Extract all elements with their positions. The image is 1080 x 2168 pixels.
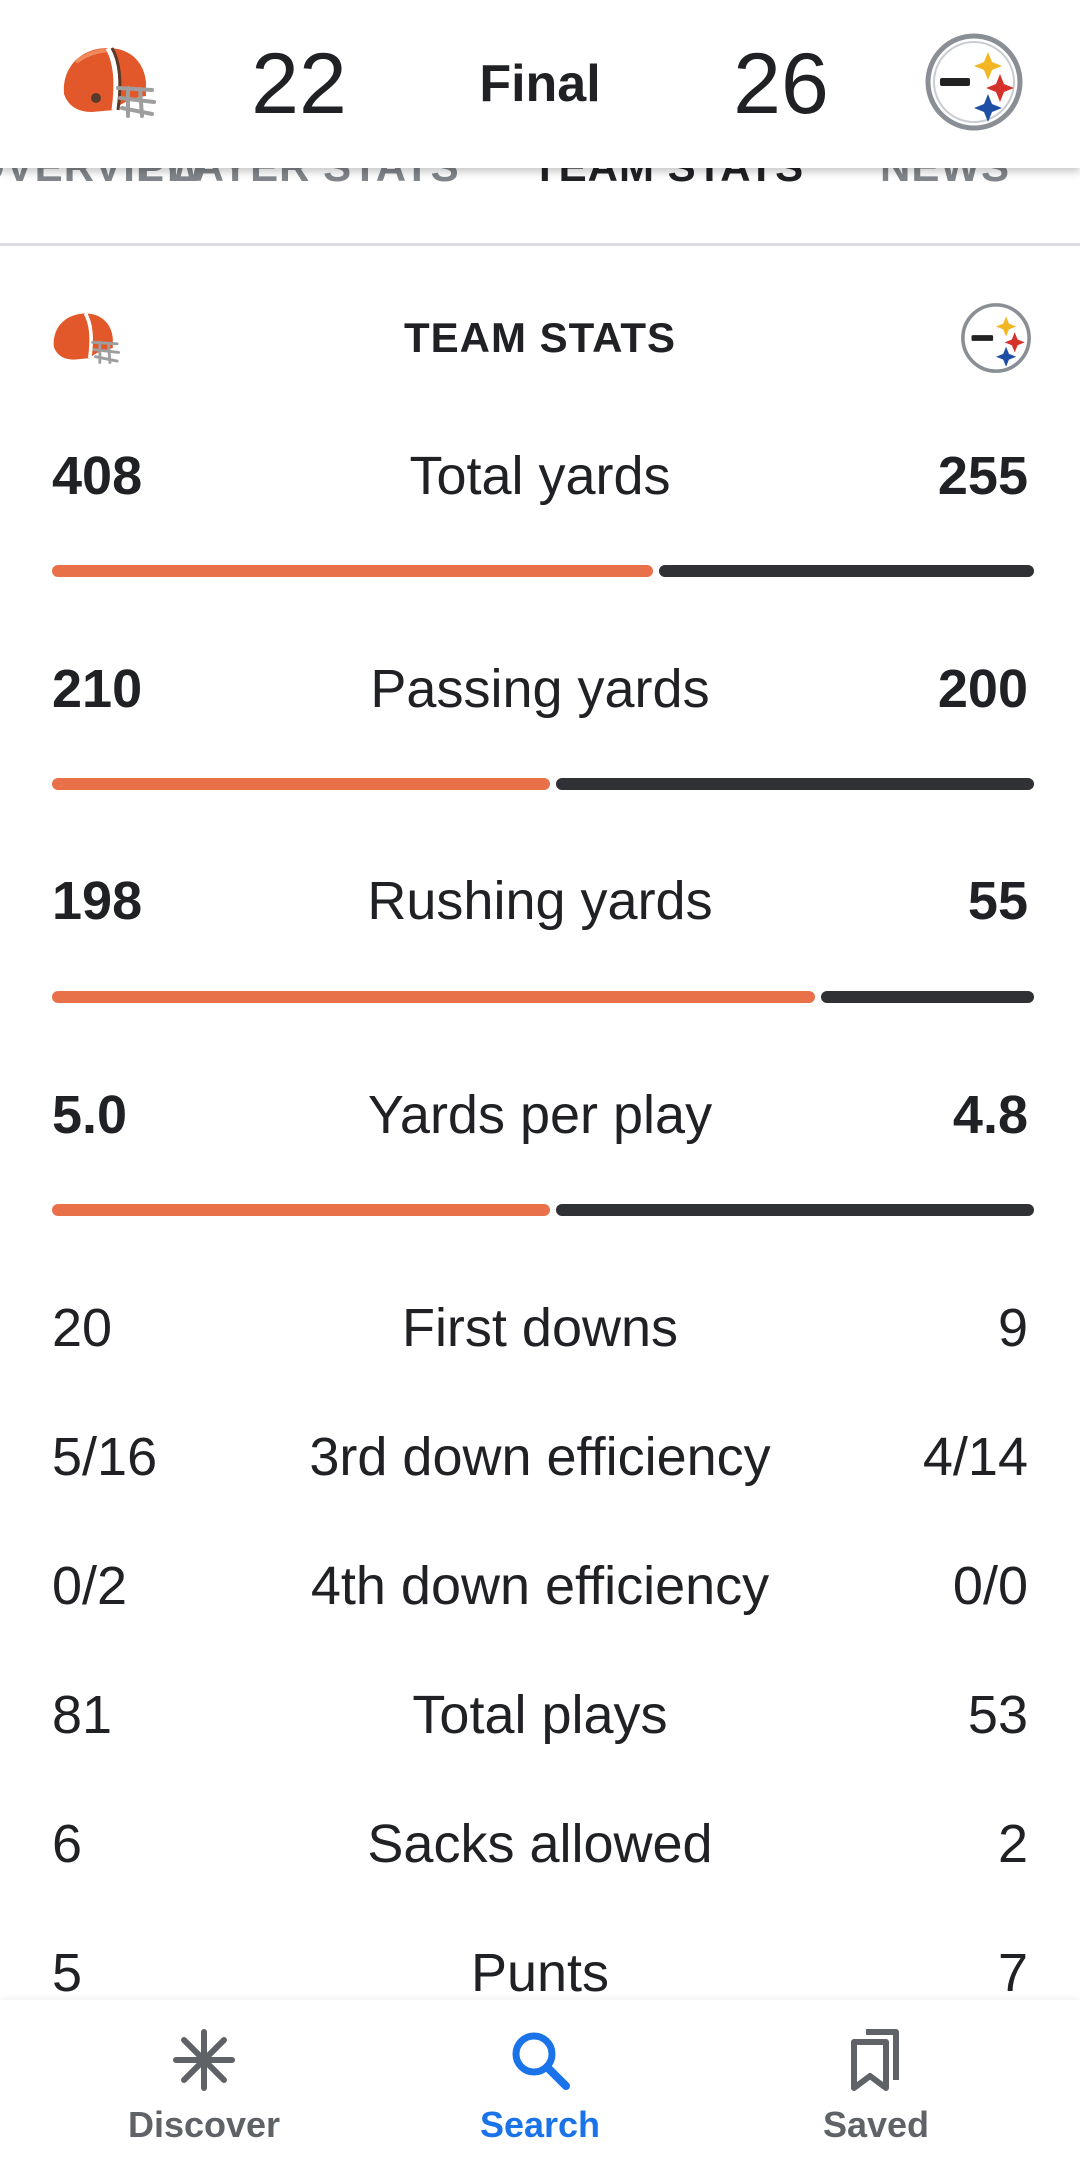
stat-row-yards-per-play: 5.0 Yards per play 4.8 <box>0 1080 1080 1150</box>
away-stat-value: 7 <box>997 1943 1028 2003</box>
stat-row-total-plays: 81 Total plays 53 <box>0 1680 1080 1750</box>
away-stat-value: 4.8 <box>952 1085 1028 1145</box>
nav-discover[interactable]: Discover <box>54 2000 354 2168</box>
stat-row-3rd-down-efficiency: 5/16 3rd down efficiency 4/14 <box>0 1422 1080 1492</box>
home-stat-value: 5.0 <box>52 1085 128 1145</box>
home-score: 22 <box>251 36 347 132</box>
nav-saved[interactable]: Saved <box>726 2000 1026 2168</box>
stat-label: Sacks allowed <box>367 1814 713 1874</box>
steelers-logo-icon <box>960 302 1032 374</box>
browns-helmet-icon[interactable] <box>56 32 156 132</box>
away-bar-segment <box>821 991 1034 1003</box>
team-stats-header: TEAM STATS <box>0 292 1080 382</box>
stat-label: Passing yards <box>370 659 710 719</box>
home-stat-value: 5/16 <box>52 1427 158 1487</box>
away-bar-segment <box>659 565 1034 577</box>
stat-row-passing-yards: 210 Passing yards 200 <box>0 654 1080 724</box>
home-stat-value: 81 <box>52 1685 113 1745</box>
stat-row-punts: 5 Punts 7 <box>0 1938 1080 2008</box>
home-stat-value: 6 <box>52 1814 83 1874</box>
home-bar-segment <box>52 1204 550 1216</box>
home-bar-segment <box>52 565 653 577</box>
away-bar-segment <box>556 778 1034 790</box>
score-header: 22 Final 26 <box>0 0 1080 168</box>
team-stats-title: TEAM STATS <box>403 314 677 361</box>
stat-label: First downs <box>401 1298 679 1358</box>
stat-row-4th-down-efficiency: 0/2 4th down efficiency 0/0 <box>0 1551 1080 1621</box>
away-bar-segment <box>556 1204 1034 1216</box>
stat-comparison-bar <box>52 1204 1034 1216</box>
stat-row-total-yards: 408 Total yards 255 <box>0 441 1080 511</box>
stat-label: 4th down efficiency <box>310 1556 770 1616</box>
nav-saved-label: Saved <box>822 2104 930 2145</box>
away-stat-value: 53 <box>967 1685 1028 1745</box>
browns-helmet-icon <box>48 302 120 374</box>
away-stat-value: 2 <box>997 1814 1028 1874</box>
home-bar-segment <box>52 991 815 1003</box>
search-icon <box>508 2028 572 2092</box>
away-stat-value: 4/14 <box>922 1427 1028 1487</box>
nav-search-label: Search <box>479 2104 601 2145</box>
asterisk-icon <box>172 2028 236 2092</box>
steelers-logo-icon[interactable] <box>924 32 1024 132</box>
home-stat-value: 198 <box>52 871 143 931</box>
stat-comparison-bar <box>52 778 1034 790</box>
home-stat-value: 0/2 <box>52 1556 128 1616</box>
stat-row-sacks-allowed: 6 Sacks allowed 2 <box>0 1809 1080 1879</box>
stat-row-rushing-yards: 198 Rushing yards 55 <box>0 866 1080 936</box>
home-stat-value: 20 <box>52 1298 113 1358</box>
home-stat-value: 408 <box>52 446 143 506</box>
nav-search[interactable]: Search <box>390 2000 690 2168</box>
bottom-navigation: Discover Search Saved <box>0 2000 1080 2168</box>
game-status: Final <box>479 55 601 113</box>
away-stat-value: 55 <box>967 871 1028 931</box>
stat-comparison-bar <box>52 565 1034 577</box>
home-stat-value: 5 <box>52 1943 83 2003</box>
stat-label: Total yards <box>409 446 671 506</box>
away-stat-value: 255 <box>937 446 1028 506</box>
stat-label: 3rd down efficiency <box>309 1427 771 1487</box>
stat-label: Rushing yards <box>367 871 713 931</box>
home-bar-segment <box>52 778 550 790</box>
away-stat-value: 9 <box>997 1298 1028 1358</box>
nav-discover-label: Discover <box>127 2104 281 2145</box>
stat-label: Total plays <box>412 1685 668 1745</box>
away-score: 26 <box>733 36 829 132</box>
home-stat-value: 210 <box>52 659 143 719</box>
away-stat-value: 0/0 <box>952 1556 1028 1616</box>
stat-comparison-bar <box>52 991 1034 1003</box>
stat-row-first-downs: 20 First downs 9 <box>0 1293 1080 1363</box>
away-stat-value: 200 <box>937 659 1028 719</box>
stat-label: Yards per play <box>367 1085 713 1145</box>
bookmarks-icon <box>844 2028 908 2092</box>
stat-label: Punts <box>470 1943 610 2003</box>
